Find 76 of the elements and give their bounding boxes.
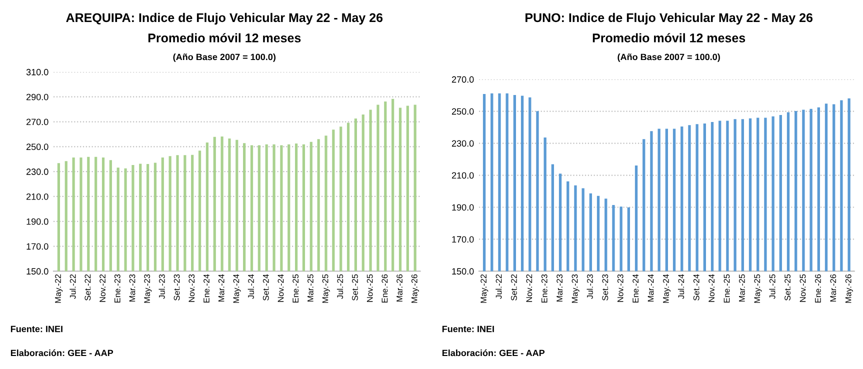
x-tick-label: Mar.-24 [218, 274, 224, 302]
y-tick-label: 310.0 [26, 68, 48, 76]
x-tick-label: May.-23 [572, 274, 580, 303]
x-tick-label: Nov.-25 [800, 274, 806, 302]
x-tick-label: Ene.-25 [724, 274, 730, 302]
x-tick-label: May.-23 [144, 274, 152, 303]
y-tick-label: 150.0 [452, 268, 474, 275]
x-tick-label: Jul.-23 [586, 274, 593, 299]
x-tick-label: Nov.-22 [100, 274, 106, 302]
x-tick-label: Jul.-22 [496, 274, 502, 299]
x-tick-label: May.-22 [480, 274, 488, 303]
chart-title: PUNO: Indice de Flujo Vehicular May 22 - May 26 [526, 12, 813, 25]
y-tick-label: 230.0 [26, 168, 48, 175]
x-tick-label: Ene.-23 [541, 274, 548, 302]
text: Elaboración: GEE - AAP [442, 349, 545, 356]
x-tick-label: Ene.-25 [292, 274, 299, 302]
x-tick-label: Mar.-26 [830, 274, 836, 302]
x-tick-label: Jul.-25 [769, 274, 776, 299]
y-tick-label: 270.0 [26, 118, 48, 126]
x-tick-label: Nov.-22 [526, 274, 532, 302]
x-tick-label: Nov.-23 [188, 274, 195, 302]
text: (Año Base 2007 = 100.0) [173, 54, 276, 62]
y-tick-label: 190.0 [452, 204, 474, 211]
x-tick-label: Set.-25 [784, 274, 790, 300]
x-tick-label: Jul.-25 [336, 274, 344, 299]
y-tick-label: 230.0 [452, 140, 474, 147]
x-tick-label: May.-25 [754, 274, 762, 303]
x-tick-label: Ene.-23 [114, 274, 120, 302]
x-tick-label: Set.-23 [602, 274, 608, 300]
x-tick-label: Ene.-24 [204, 274, 210, 302]
x-tick-label: Set.-22 [84, 274, 91, 300]
text: Elaboración: GEE - AAP [10, 349, 114, 356]
x-tick-label: Mar.-23 [556, 274, 563, 302]
x-tick-label: Set.-23 [174, 274, 180, 300]
y-tick-label: 270.0 [452, 76, 474, 83]
x-tick-label: Mar.-25 [738, 274, 745, 302]
x-tick-label: May.-25 [322, 274, 330, 303]
x-tick-label: May.-26 [845, 274, 853, 303]
x-tick-label: Nov.-23 [617, 274, 624, 302]
x-tick-label: Set.-24 [262, 274, 269, 300]
x-tick-label: Mar.-23 [129, 274, 136, 302]
x-tick-label: Ene.-26 [814, 274, 821, 302]
x-tick-label: May.-24 [663, 274, 671, 303]
chart-subtitle: Promedio móvil 12 meses [592, 33, 746, 42]
x-tick-label: Set.-25 [352, 274, 358, 300]
x-tick-label: Ene.-26 [382, 274, 388, 302]
x-tick-label: May.-24 [233, 274, 241, 303]
x-tick-label: Set.-22 [511, 274, 517, 300]
x-tick-label: Mar.-24 [648, 274, 654, 302]
x-tick-label: Jul.-22 [70, 274, 76, 299]
x-tick-label: Jul.-24 [678, 274, 684, 299]
chart-subtitle: Promedio móvil 12 meses [148, 33, 301, 42]
x-tick-label: Mar.-26 [396, 274, 402, 302]
y-tick-label: 290.0 [26, 94, 48, 100]
y-tick-label: 170.0 [26, 243, 48, 250]
x-tick-label: Nov.-25 [366, 274, 373, 302]
chart-title: AREQUIPA: Indice de Flujo Vehicular May 22 - May 26 [66, 12, 383, 25]
x-tick-label: Ene.-24 [632, 274, 639, 302]
y-tick-label: 170.0 [452, 236, 474, 243]
x-tick-label: May.-22 [55, 274, 63, 303]
x-tick-label: Nov.-24 [708, 274, 714, 302]
y-tick-label: 210.0 [452, 172, 474, 179]
text: (Año Base 2007 = 100.0) [618, 54, 720, 62]
source-note: Fuente: INEI [10, 326, 62, 332]
y-tick-label: 250.0 [452, 108, 474, 115]
x-tick-label: Set.-24 [693, 274, 700, 300]
x-tick-label: Jul.-23 [158, 274, 165, 299]
source-note: Fuente: INEI [442, 326, 494, 332]
x-tick-label: May.-26 [411, 274, 419, 303]
y-tick-label: 190.0 [26, 218, 48, 225]
y-tick-label: 210.0 [26, 193, 48, 200]
x-tick-label: Jul.-24 [248, 274, 254, 299]
y-tick-label: 250.0 [26, 144, 48, 150]
x-tick-label: Mar.-25 [307, 274, 314, 302]
y-tick-label: 150.0 [26, 268, 48, 275]
x-tick-label: Nov.-24 [278, 274, 284, 302]
